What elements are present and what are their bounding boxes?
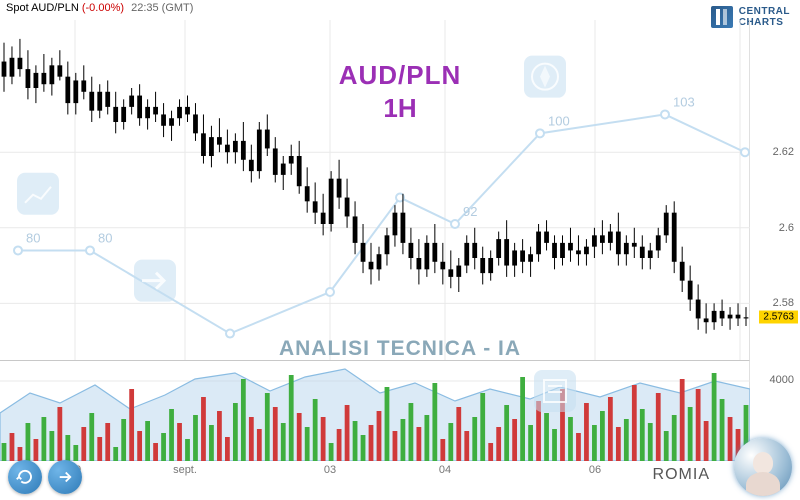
time-tick: 06 (589, 464, 601, 476)
svg-text:103: 103 (673, 94, 695, 109)
romia-label: ROMIA (653, 466, 710, 484)
volume-svg (0, 361, 750, 461)
volume-chart[interactable] (0, 360, 750, 460)
price-tick: 2.6 (779, 222, 794, 234)
svg-text:80: 80 (26, 230, 40, 245)
brand-logo-line1: CENTRAL (739, 6, 790, 17)
svg-text:100: 100 (548, 113, 570, 128)
change-label: (-0.00%) (82, 2, 124, 14)
title-timeframe: 1H (339, 93, 462, 124)
title-overlay: AUD/PLN 1H (339, 60, 462, 124)
time-label: 22:35 (GMT) (131, 2, 193, 14)
svg-text:80: 80 (98, 230, 112, 245)
time-tick: 03 (324, 464, 336, 476)
title-pair: AUD/PLN (339, 60, 462, 91)
chart-header: Spot AUD/PLN (-0.00%) 22:35 (GMT) (6, 2, 193, 14)
price-tick: 2.58 (773, 297, 794, 309)
volume-tick: 4000 (770, 374, 794, 386)
symbol-label: Spot AUD/PLN (6, 2, 79, 14)
refresh-button[interactable] (8, 460, 42, 494)
svg-text:92: 92 (463, 204, 477, 219)
time-tick: 04 (439, 464, 451, 476)
price-tick: 2.62 (773, 146, 794, 158)
assistant-avatar[interactable] (734, 438, 792, 496)
time-tick: sept. (173, 464, 197, 476)
bottom-controls (8, 460, 82, 494)
forward-button[interactable] (48, 460, 82, 494)
subtitle-overlay: ANALISI TECNICA - IA (279, 337, 521, 361)
last-price-tag: 2.5763 (759, 311, 798, 324)
